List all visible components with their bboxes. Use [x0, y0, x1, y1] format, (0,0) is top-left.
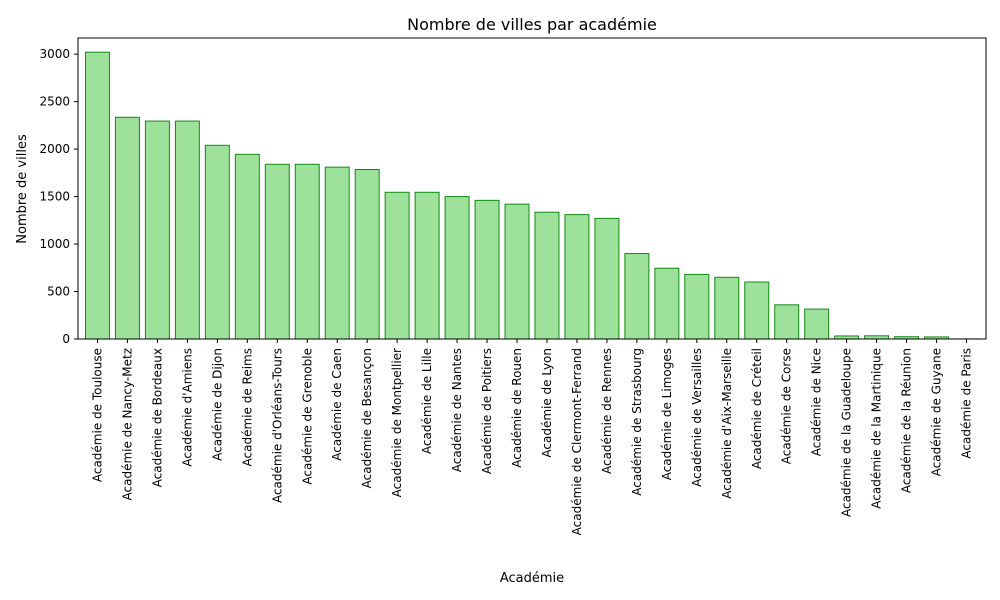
x-tick-label: Académie de Lyon	[540, 348, 554, 458]
y-tick-label: 2500	[39, 95, 70, 109]
x-tick-label: Académie de Caen	[330, 348, 344, 461]
x-tick-label: Académie d'Aix-Marseille	[720, 348, 734, 499]
bar	[804, 308, 830, 340]
bar	[504, 203, 530, 340]
x-tick-label: Académie de Grenoble	[300, 348, 314, 485]
bar	[444, 196, 470, 340]
bar	[594, 217, 620, 340]
x-tick-label: Académie de Corse	[780, 348, 794, 464]
x-tick-label: Académie de Toulouse	[90, 348, 104, 482]
x-axis: Académie de Toulouse Académie de Nancy-Me…	[90, 339, 974, 535]
x-tick-label: Académie de Besançon	[360, 348, 374, 488]
x-tick-label: Académie de Créteil	[750, 348, 764, 469]
plot-frame	[77, 37, 987, 340]
x-tick-label: Académie de Nancy-Metz	[120, 348, 134, 500]
chart-title: Nombre de villes par académie	[407, 15, 657, 34]
x-tick-label: Académie de Paris	[960, 348, 974, 459]
x-tick-label: Académie de la Réunion	[900, 348, 914, 493]
x-tick-label: Académie de Nice	[810, 348, 824, 456]
bar	[144, 120, 170, 340]
y-axis-label: Nombre de villes	[15, 134, 30, 244]
x-tick-label: Académie de Montpellier	[390, 348, 404, 497]
x-tick-label: Académie de Lille	[420, 348, 434, 454]
y-tick-label: 3000	[39, 47, 70, 61]
x-tick-label: Académie de Rouen	[510, 348, 524, 468]
bar	[234, 153, 260, 340]
bar	[354, 169, 380, 340]
x-tick-label: Académie d'Orléans-Tours	[270, 348, 284, 503]
bar	[684, 273, 710, 340]
y-tick-label: 1000	[39, 237, 70, 251]
x-tick-label: Académie de la Guadeloupe	[840, 348, 854, 517]
x-tick-label: Académie de Clermont-Ferrand	[570, 348, 584, 535]
x-tick-label: Académie d'Amiens	[180, 348, 194, 467]
x-tick-label: Académie de Poitiers	[480, 348, 494, 474]
bar	[384, 191, 410, 340]
y-tick-label: 0	[62, 332, 70, 346]
bar	[624, 253, 650, 340]
bar	[744, 281, 770, 340]
x-tick-label: Académie de Strasbourg	[630, 348, 644, 496]
y-axis: 0 500 1000 1500 2000 2500 3000	[39, 47, 78, 346]
bar	[324, 166, 350, 340]
bars-group	[84, 51, 980, 340]
x-tick-label: Académie de Rennes	[600, 348, 614, 474]
x-axis-label: Académie	[500, 571, 564, 586]
y-tick-label: 1500	[39, 190, 70, 204]
bar	[204, 144, 230, 340]
bar	[174, 120, 200, 340]
x-tick-label: Académie de Bordeaux	[150, 348, 164, 487]
bar	[84, 51, 110, 340]
x-tick-label: Académie de Guyane	[930, 348, 944, 476]
bar	[294, 163, 320, 340]
x-tick-label: Académie de Limoges	[660, 348, 674, 480]
bar	[654, 267, 680, 340]
y-tick-label: 2000	[39, 142, 70, 156]
bar	[774, 304, 800, 340]
bar	[534, 211, 560, 340]
x-tick-label: Académie de Dijon	[210, 348, 224, 461]
bar	[474, 199, 500, 340]
bar	[264, 163, 290, 340]
x-tick-label: Académie de Reims	[240, 348, 254, 466]
x-tick-label: Académie de Nantes	[450, 348, 464, 472]
x-tick-label: Académie de Versailles	[690, 348, 704, 487]
bar	[414, 191, 440, 340]
y-tick-label: 500	[47, 285, 70, 299]
bar	[564, 214, 590, 340]
bar	[114, 116, 140, 340]
bar	[714, 276, 740, 340]
x-tick-label: Académie de la Martinique	[870, 348, 884, 509]
